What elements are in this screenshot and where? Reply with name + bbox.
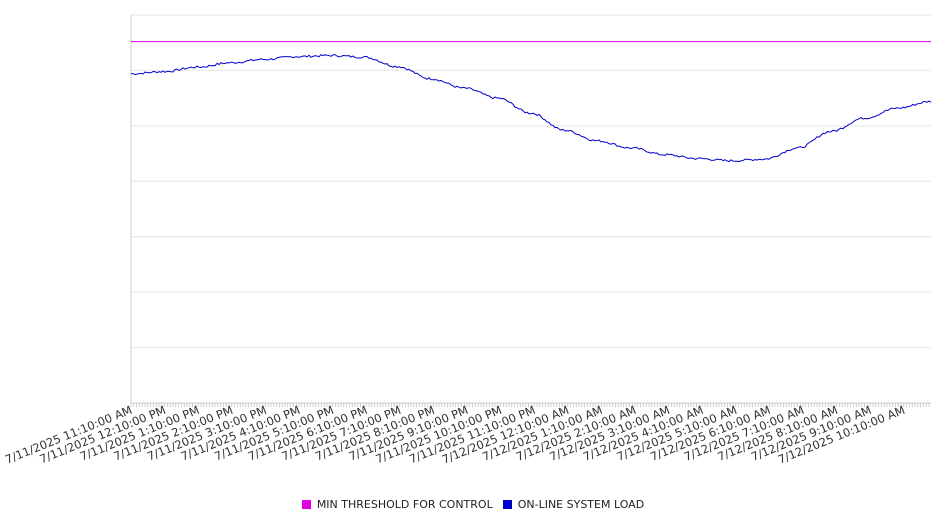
gridlines — [131, 14, 931, 404]
series-line-online-system-load — [130, 53, 932, 163]
x-axis-tick-labels: 7/11/2025 11:10:00 AM7/11/2025 12:10:00 … — [3, 403, 907, 467]
legend-item-load[interactable]: ON-LINE SYSTEM LOAD — [502, 498, 645, 511]
legend-swatch-threshold — [301, 500, 311, 509]
legend-item-threshold[interactable]: MIN THRESHOLD FOR CONTROL — [301, 498, 493, 511]
x-axis-ticks — [130, 403, 930, 407]
series-lines — [130, 41, 932, 163]
legend-label-threshold: MIN THRESHOLD FOR CONTROL — [316, 498, 493, 511]
legend: MIN THRESHOLD FOR CONTROL ON-LINE SYSTEM… — [0, 498, 946, 511]
legend-swatch-load — [502, 500, 512, 509]
legend-label-load: ON-LINE SYSTEM LOAD — [517, 498, 645, 511]
axes — [130, 15, 931, 404]
